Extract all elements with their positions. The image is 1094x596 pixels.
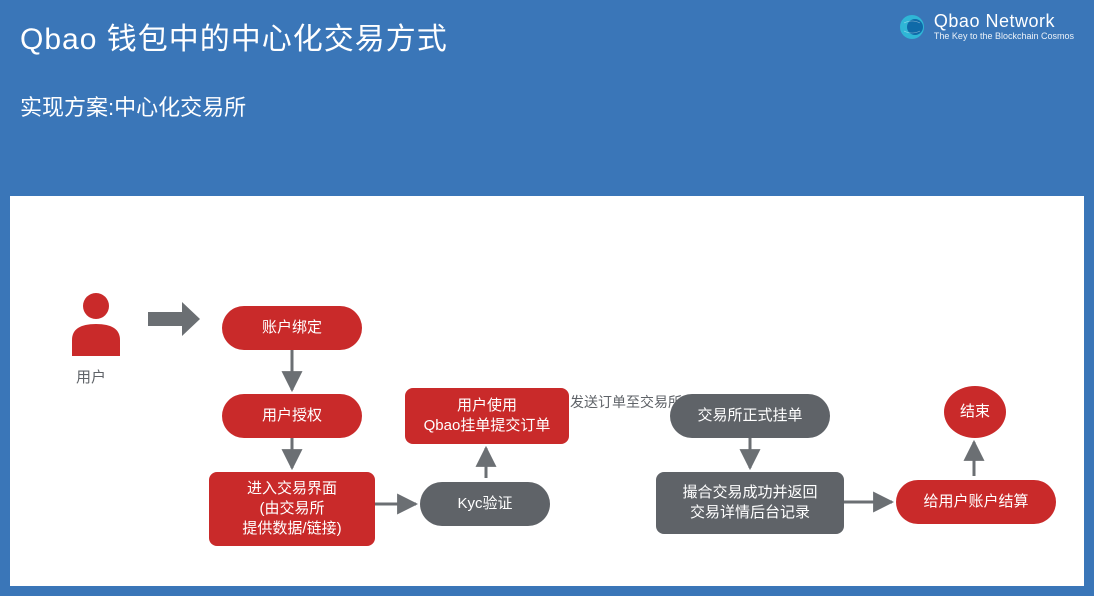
flow-node-n8: 给用户账户结算 [896,480,1056,524]
flow-node-n4: Kyc验证 [420,482,550,526]
slide-subtitle: 实现方案:中心化交易所 [20,90,246,122]
flow-node-n3: 进入交易界面(由交易所提供数据/链接) [209,472,375,546]
edge-label-send-order: 发送订单至交易所 [570,392,682,412]
globe-icon [898,13,926,41]
flow-node-n9: 结束 [944,386,1006,438]
flowchart: 用户 发送订单至交易所 账户绑定用户授权进入交易界面(由交易所提供数据/链接) K… [10,196,1084,586]
user-label: 用户 [76,366,106,387]
flow-node-n1: 账户绑定 [222,306,362,350]
brand-text: Qbao Network The Key to the Blockchain C… [934,12,1074,41]
flow-node-n6: 交易所正式挂单 [670,394,830,438]
brand-name: Qbao Network [934,12,1074,30]
slide: Qbao 钱包中的中心化交易方式 实现方案:中心化交易所 Qbao Networ… [0,0,1094,596]
brand-logo: Qbao Network The Key to the Blockchain C… [898,12,1074,41]
flow-node-n2: 用户授权 [222,394,362,438]
flow-node-n5: 用户使用Qbao挂单提交订单 [405,388,569,444]
user-icon [68,290,124,356]
slide-header: Qbao 钱包中的中心化交易方式 实现方案:中心化交易所 Qbao Networ… [0,0,1094,196]
title-prefix: Qbao [20,23,97,56]
flow-node-n7: 撮合交易成功并返回交易详情后台记录 [656,472,844,534]
diagram-panel: 用户 发送订单至交易所 账户绑定用户授权进入交易界面(由交易所提供数据/链接) K… [10,196,1084,586]
title-rest: 钱包中的中心化交易方式 [97,23,447,56]
brand-tagline: The Key to the Blockchain Cosmos [934,32,1074,41]
slide-title: Qbao 钱包中的中心化交易方式 [20,14,448,58]
